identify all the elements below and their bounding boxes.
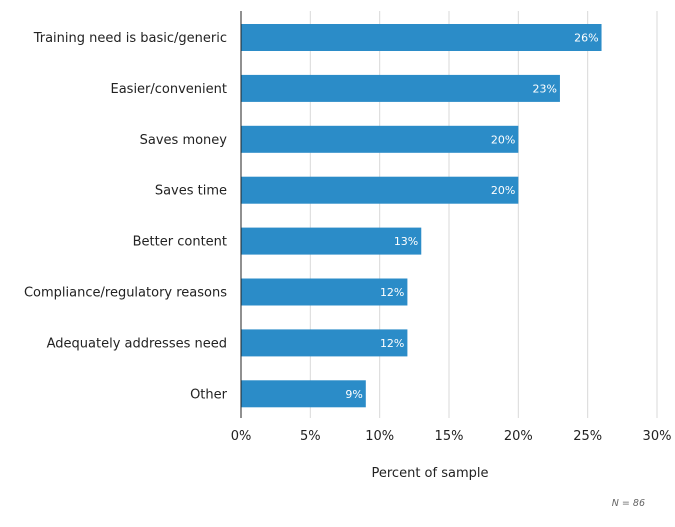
gridlines — [309, 11, 658, 418]
bar — [241, 329, 408, 357]
category-label: Other — [190, 387, 228, 402]
bar — [241, 24, 602, 51]
x-tick-label: 10% — [365, 429, 394, 444]
x-tick-label: 25% — [573, 429, 602, 444]
category-label: Training need is basic/generic — [33, 31, 227, 46]
data-label: 23% — [532, 82, 556, 95]
bars: Training need is basic/generic 26% Easier/… — [24, 24, 602, 408]
bar — [241, 125, 519, 153]
x-tick-label: 30% — [643, 429, 672, 444]
bar — [241, 227, 422, 255]
category-label: Adequately addresses need — [47, 336, 227, 351]
bar — [241, 176, 519, 204]
category-label: Saves time — [155, 184, 227, 199]
category-label: Saves money — [140, 133, 228, 148]
data-label: 20% — [491, 184, 515, 197]
data-label: 20% — [491, 133, 515, 146]
data-label: 12% — [380, 337, 404, 350]
sample-size-note: N = 86 — [612, 498, 645, 509]
data-label: 13% — [394, 235, 418, 248]
bar — [241, 380, 366, 408]
x-tick-label: 0% — [231, 429, 252, 444]
data-label: 9% — [345, 388, 362, 401]
data-label: 12% — [380, 286, 404, 299]
data-label: 26% — [574, 32, 598, 45]
x-tick-label: 15% — [435, 429, 464, 444]
bar — [241, 278, 408, 306]
bar — [241, 74, 560, 102]
x-tick-label: 5% — [300, 429, 321, 444]
category-label: Compliance/regulatory reasons — [24, 286, 227, 301]
x-tick-label: 20% — [504, 429, 533, 444]
category-label: Better content — [133, 235, 227, 250]
x-axis-label: Percent of sample — [372, 466, 489, 481]
category-label: Easier/convenient — [110, 82, 227, 97]
x-tick-labels: 0% 5% 10% 15% 20% 25% 30% — [231, 429, 672, 444]
